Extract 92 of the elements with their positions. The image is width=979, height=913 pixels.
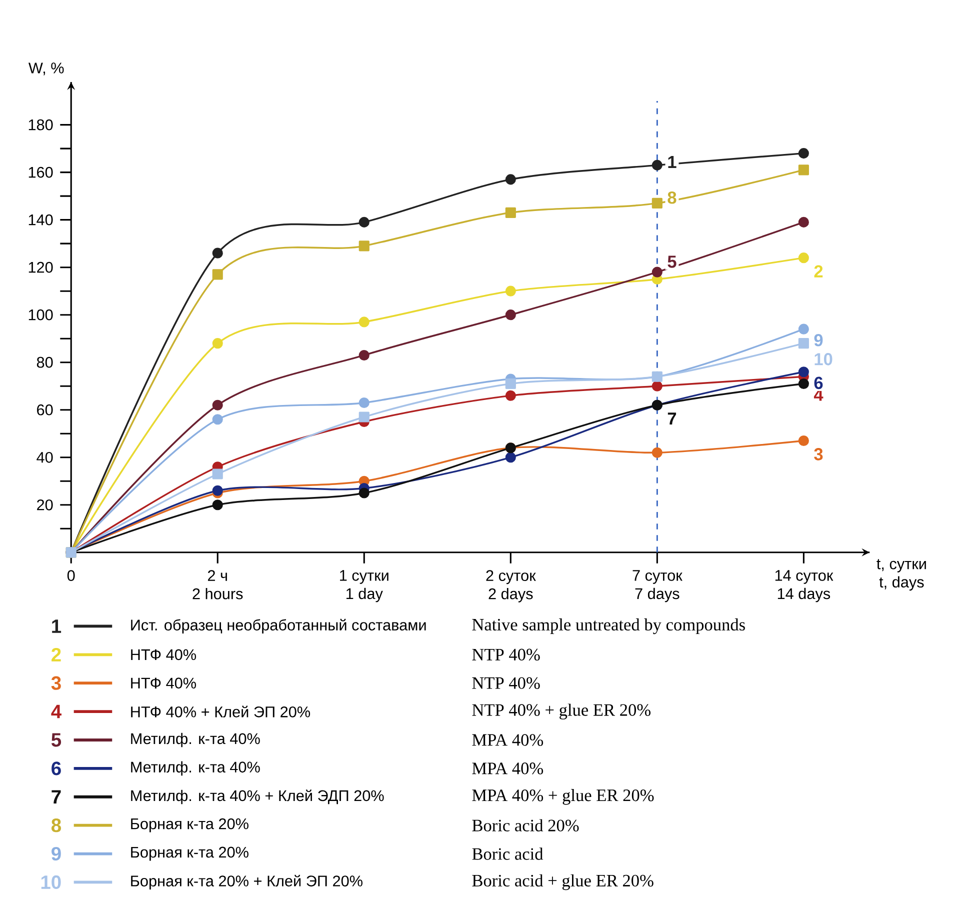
text: Boric acid + glue ER 20% — [472, 874, 654, 890]
text: Boric acid — [472, 847, 544, 860]
point — [212, 485, 223, 496]
text: 10 — [41, 875, 61, 889]
annotation: 6 — [814, 376, 823, 389]
point — [652, 160, 662, 170]
legend-label: Метилф. к-та 40% — [131, 761, 260, 776]
legend-label: Метилф. к-та 40% — [131, 732, 260, 747]
point — [505, 378, 516, 389]
legend-label: Борная к-та 20% — [131, 846, 248, 861]
annotation: 2 — [814, 265, 823, 278]
x-tick-label: 2 суток 2 days — [486, 570, 536, 602]
point — [798, 378, 809, 389]
point — [798, 366, 809, 377]
point — [358, 240, 370, 252]
text: 4 — [51, 704, 62, 718]
point — [652, 266, 662, 278]
point — [505, 174, 516, 185]
text: 6 — [52, 761, 61, 776]
point — [212, 468, 223, 480]
y-tick-label: 60 — [37, 404, 53, 416]
point — [798, 252, 809, 263]
legend-label: Ист. образец необработанный составами — [131, 618, 426, 634]
legend-label: Борная к-та 20% + Клей ЭП 20% — [131, 874, 362, 890]
point — [652, 447, 662, 458]
point — [798, 435, 809, 446]
x-tick-label: 1 сутки 1 day — [340, 570, 388, 602]
point — [212, 499, 223, 510]
y-tick-label: 80 — [36, 356, 53, 368]
x-tick-label: 14 суток 14 days — [775, 570, 834, 602]
y-tick-label: 120 — [28, 262, 53, 273]
annotation: 8 — [668, 191, 676, 204]
annotation: 10 — [814, 352, 832, 366]
legend-label: НТФ 40% — [131, 677, 196, 688]
point — [358, 350, 370, 360]
point — [652, 380, 662, 392]
point — [798, 148, 809, 158]
y-tick-label: 140 — [28, 214, 53, 226]
point — [798, 338, 809, 348]
text: 1 — [52, 619, 62, 633]
y-tick-label: 20 — [37, 499, 53, 510]
y-tick-label: 180 — [28, 119, 53, 130]
text: NTP 40% — [472, 677, 540, 689]
x-tick-label: 0 — [67, 570, 75, 581]
point — [212, 248, 223, 258]
point — [505, 286, 516, 296]
annotation: 3 — [814, 448, 823, 460]
text: NTP 40% + glue ER 20% — [472, 704, 650, 720]
point — [212, 400, 223, 410]
point — [358, 316, 370, 328]
text: 9 — [52, 846, 61, 860]
text: 3 — [51, 676, 61, 690]
text: Boric acid 20% — [472, 819, 579, 832]
point — [358, 397, 370, 408]
y-tick-label: 160 — [28, 166, 53, 178]
point — [212, 414, 223, 424]
y-axis-title: W, % — [28, 62, 64, 76]
point — [212, 338, 223, 348]
point — [212, 268, 223, 280]
text: 8 — [51, 818, 61, 832]
text: 5 — [51, 733, 62, 747]
text: MPA 40% — [472, 734, 544, 746]
point — [505, 390, 516, 401]
point — [358, 216, 370, 228]
text: MPA 40% + glue ER 20% — [472, 788, 654, 805]
x-axis-title: t, сутки t, days — [876, 558, 926, 590]
point — [798, 324, 809, 334]
annotation: 5 — [668, 256, 676, 268]
text: NTP 40% — [472, 648, 540, 660]
point — [652, 198, 662, 208]
point — [358, 488, 370, 498]
x-tick-label: 7 суток 7 days — [632, 570, 682, 602]
point — [505, 309, 516, 320]
text: Native sample untreated by compounds — [472, 618, 745, 634]
text: 7 — [52, 790, 61, 804]
legend-label: Метилф. к-та 40% + Клей ЭДП 20% — [131, 789, 384, 804]
y-tick-label: 40 — [36, 452, 53, 463]
legend-label: Борная к-та 20% — [131, 818, 248, 832]
annotation: 1 — [668, 156, 676, 168]
point — [358, 412, 370, 422]
legend-label: НТФ 40% — [131, 649, 196, 660]
text: 2 — [52, 648, 61, 662]
legend-label: НТФ 40% + Клей ЭП 20% — [131, 706, 310, 718]
point — [798, 164, 809, 176]
point — [798, 216, 809, 228]
point — [505, 452, 516, 462]
x-tick-label: 2 ч 2 hours — [192, 570, 243, 600]
point — [505, 207, 516, 218]
text: MPA 40% — [472, 762, 544, 774]
y-tick-label: 100 — [28, 309, 53, 320]
annotation: 7 — [668, 412, 676, 424]
annotation: 9 — [814, 334, 823, 346]
